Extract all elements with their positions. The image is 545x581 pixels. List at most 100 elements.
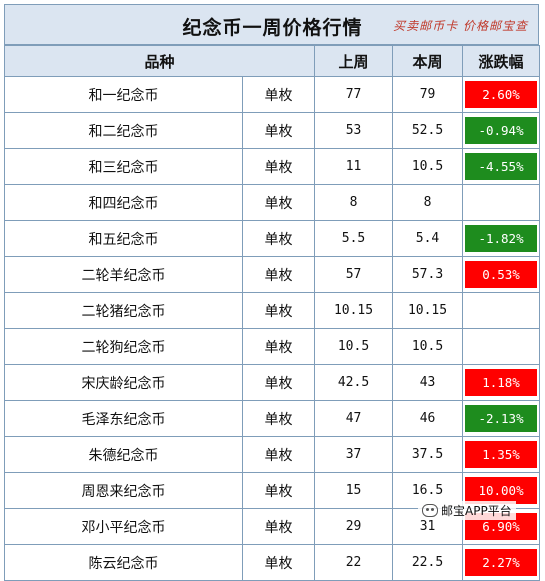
- cell-change-percent: 2.27%: [462, 544, 541, 581]
- table-row: 二轮羊纪念币 单枚 57 57.3 0.53%: [4, 256, 541, 293]
- cell-this-week-price: 79: [392, 76, 464, 113]
- table-row: 和一纪念币 单枚 77 79 2.60%: [4, 76, 541, 113]
- change-badge-up: 10.00%: [465, 477, 538, 504]
- table-row: 和四纪念币 单枚 8 8: [4, 184, 541, 221]
- change-badge-up: 2.60%: [465, 81, 538, 108]
- cell-this-week-price: 8: [392, 184, 464, 221]
- cell-variety-name: 二轮羊纪念币: [4, 256, 243, 293]
- column-header-this-week: 本周: [392, 45, 464, 77]
- table-row: 二轮狗纪念币 单枚 10.5 10.5: [4, 328, 541, 365]
- table-row: 朱德纪念币 单枚 37 37.5 1.35%: [4, 436, 541, 473]
- cell-unit: 单枚: [241, 328, 316, 365]
- table-row: 陈云纪念币 单枚 22 22.5 2.27%: [4, 544, 541, 581]
- cell-variety-name: 二轮狗纪念币: [4, 328, 243, 365]
- footer-badge: 邮宝APP平台: [418, 501, 516, 520]
- cell-unit: 单枚: [241, 436, 316, 473]
- cell-unit: 单枚: [241, 292, 316, 329]
- cell-this-week-price: 57.3: [392, 256, 464, 293]
- cell-change-percent: [462, 328, 541, 365]
- cell-last-week-price: 8: [314, 184, 394, 221]
- cell-last-week-price: 29: [314, 508, 394, 545]
- cell-last-week-price: 37: [314, 436, 394, 473]
- cell-change-percent: [462, 292, 541, 329]
- watermark-text: 买卖邮币卡 价格邮宝查: [393, 19, 528, 33]
- cell-change-percent: 1.35%: [462, 436, 541, 473]
- cell-unit: 单枚: [241, 220, 316, 257]
- cell-this-week-price: 5.4: [392, 220, 464, 257]
- cell-change-percent: 2.60%: [462, 76, 541, 113]
- cell-last-week-price: 22: [314, 544, 394, 581]
- change-badge-down: -0.94%: [465, 117, 538, 144]
- change-badge-flat: [465, 189, 538, 216]
- cell-variety-name: 陈云纪念币: [4, 544, 243, 581]
- cell-this-week-price: 10.15: [392, 292, 464, 329]
- cell-last-week-price: 11: [314, 148, 394, 185]
- cell-last-week-price: 15: [314, 472, 394, 509]
- column-header-change: 涨跌幅: [462, 45, 541, 77]
- cell-last-week-price: 10.15: [314, 292, 394, 329]
- cell-variety-name: 朱德纪念币: [4, 436, 243, 473]
- cell-change-percent: 1.18%: [462, 364, 541, 401]
- change-badge-flat: [465, 333, 538, 360]
- cell-this-week-price: 22.5: [392, 544, 464, 581]
- column-header-last-week: 上周: [314, 45, 394, 77]
- cell-unit: 单枚: [241, 112, 316, 149]
- cell-last-week-price: 5.5: [314, 220, 394, 257]
- cell-variety-name: 邓小平纪念币: [4, 508, 243, 545]
- cell-change-percent: [462, 184, 541, 221]
- cell-variety-name: 宋庆龄纪念币: [4, 364, 243, 401]
- cell-change-percent: -2.13%: [462, 400, 541, 437]
- cell-last-week-price: 42.5: [314, 364, 394, 401]
- table-header-row: 品种 上周 本周 涨跌幅: [3, 45, 541, 77]
- wechat-bubble-icon: [422, 504, 438, 517]
- cell-change-percent: -4.55%: [462, 148, 541, 185]
- change-badge-up: 1.18%: [465, 369, 538, 396]
- footer-badge-text: 邮宝APP平台: [441, 504, 512, 518]
- cell-unit: 单枚: [241, 256, 316, 293]
- cell-unit: 单枚: [241, 148, 316, 185]
- change-badge-up: 2.27%: [465, 549, 538, 576]
- cell-this-week-price: 37.5: [392, 436, 464, 473]
- cell-variety-name: 二轮猪纪念币: [4, 292, 243, 329]
- cell-this-week-price: 52.5: [392, 112, 464, 149]
- cell-change-percent: 0.53%: [462, 256, 541, 293]
- cell-variety-name: 和五纪念币: [4, 220, 243, 257]
- change-badge-up: 1.35%: [465, 441, 538, 468]
- cell-change-percent: -0.94%: [462, 112, 541, 149]
- cell-unit: 单枚: [241, 364, 316, 401]
- cell-unit: 单枚: [241, 544, 316, 581]
- cell-variety-name: 和二纪念币: [4, 112, 243, 149]
- table-row: 和五纪念币 单枚 5.5 5.4 -1.82%: [4, 220, 541, 257]
- cell-last-week-price: 47: [314, 400, 394, 437]
- table-row: 毛泽东纪念币 单枚 47 46 -2.13%: [4, 400, 541, 437]
- change-badge-down: -4.55%: [465, 153, 538, 180]
- cell-unit: 单枚: [241, 400, 316, 437]
- change-badge-up: 0.53%: [465, 261, 538, 288]
- table-row: 二轮猪纪念币 单枚 10.15 10.15: [4, 292, 541, 329]
- cell-variety-name: 和一纪念币: [4, 76, 243, 113]
- cell-variety-name: 和三纪念币: [4, 148, 243, 185]
- table-row: 和二纪念币 单枚 53 52.5 -0.94%: [4, 112, 541, 149]
- cell-last-week-price: 77: [314, 76, 394, 113]
- cell-unit: 单枚: [241, 184, 316, 221]
- change-badge-down: -1.82%: [465, 225, 538, 252]
- cell-this-week-price: 46: [392, 400, 464, 437]
- cell-last-week-price: 57: [314, 256, 394, 293]
- table-row: 和三纪念币 单枚 11 10.5 -4.55%: [4, 148, 541, 185]
- table-row: 宋庆龄纪念币 单枚 42.5 43 1.18%: [4, 364, 541, 401]
- cell-change-percent: -1.82%: [462, 220, 541, 257]
- title-bar: 纪念币一周价格行情 买卖邮币卡 价格邮宝查: [4, 4, 539, 45]
- change-badge-down: -2.13%: [465, 405, 538, 432]
- cell-this-week-price: 10.5: [392, 148, 464, 185]
- column-header-variety: 品种: [3, 45, 316, 77]
- cell-this-week-price: 43: [392, 364, 464, 401]
- cell-variety-name: 周恩来纪念币: [4, 472, 243, 509]
- cell-unit: 单枚: [241, 76, 316, 113]
- cell-this-week-price: 10.5: [392, 328, 464, 365]
- cell-variety-name: 毛泽东纪念币: [4, 400, 243, 437]
- cell-unit: 单枚: [241, 508, 316, 545]
- cell-last-week-price: 10.5: [314, 328, 394, 365]
- change-badge-flat: [465, 297, 538, 324]
- cell-unit: 单枚: [241, 472, 316, 509]
- page-title: 纪念币一周价格行情: [182, 17, 363, 39]
